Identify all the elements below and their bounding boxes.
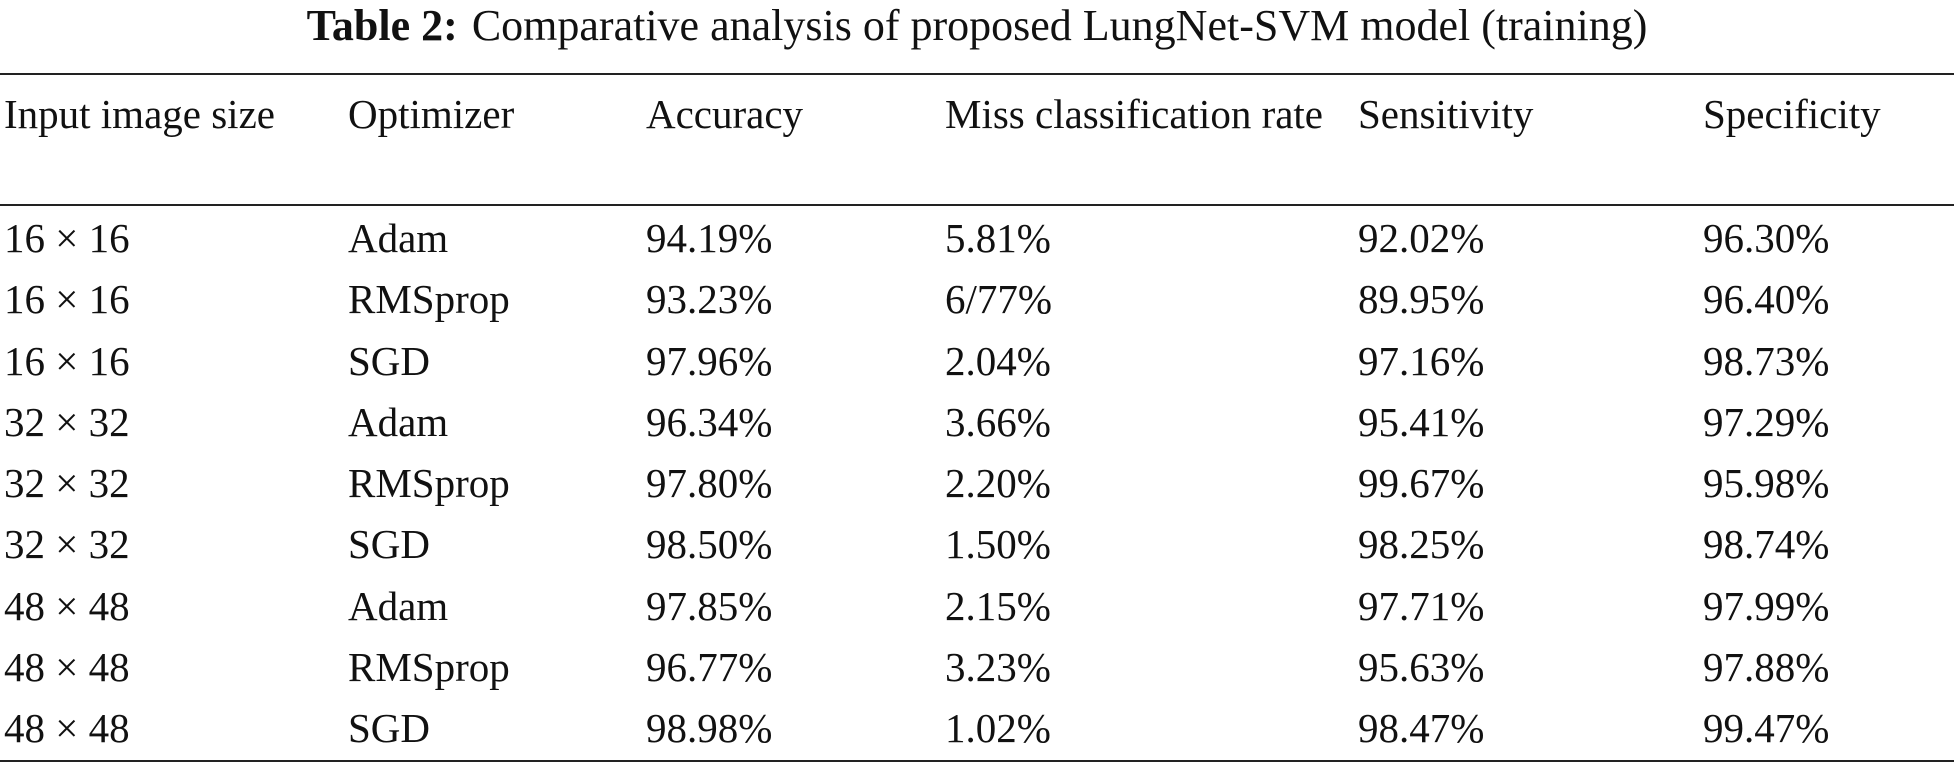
cell-accuracy: 98.98% xyxy=(646,705,773,752)
cell-accuracy: 96.34% xyxy=(646,398,773,445)
table-caption-text: Comparative analysis of proposed LungNet… xyxy=(471,1,1648,50)
cell-miss-classification-rate: 2.20% xyxy=(945,460,1051,507)
cell-specificity: 97.99% xyxy=(1703,582,1830,629)
cell-sensitivity: 89.95% xyxy=(1358,276,1485,323)
header-input-image-size: Input image size xyxy=(4,91,275,137)
cell-miss-classification-rate: 3.23% xyxy=(945,644,1051,691)
cell-miss-classification-rate: 3.66% xyxy=(945,398,1051,445)
cell-input-image-size: 48 × 48 xyxy=(4,644,130,691)
table-row: 16 × 16 SGD 97.96% 2.04% 97.16% 98.73% xyxy=(0,331,1954,392)
header-specificity: Specificity xyxy=(1703,91,1881,137)
cell-miss-classification-rate: 6/77% xyxy=(945,276,1053,323)
header-optimizer: Optimizer xyxy=(348,91,515,137)
cell-specificity: 95.98% xyxy=(1703,460,1830,507)
table-row: 48 × 48 RMSprop 96.77% 3.23% 95.63% 97.8… xyxy=(0,637,1954,698)
cell-specificity: 96.30% xyxy=(1703,215,1830,261)
table-caption: Table 2: Comparative analysis of proposed… xyxy=(0,0,1954,52)
cell-sensitivity: 95.63% xyxy=(1358,644,1485,691)
cell-accuracy: 93.23% xyxy=(646,276,773,323)
cell-sensitivity: 92.02% xyxy=(1358,215,1485,261)
cell-miss-classification-rate: 2.04% xyxy=(945,337,1051,384)
table-body: 16 × 16 Adam 94.19% 5.81% 92.02% 96.30% … xyxy=(0,206,1954,760)
cell-miss-classification-rate: 2.15% xyxy=(945,582,1051,629)
cell-optimizer: Adam xyxy=(348,215,449,261)
table-row: 48 × 48 Adam 97.85% 2.15% 97.71% 97.99% xyxy=(0,576,1954,637)
table-caption-label: Table 2: xyxy=(306,1,458,50)
header-miss-classification-rate: Miss classification rate xyxy=(945,91,1324,137)
cell-accuracy: 97.80% xyxy=(646,460,773,507)
header-accuracy: Accuracy xyxy=(646,91,804,137)
cell-optimizer: RMSprop xyxy=(348,460,510,507)
cell-sensitivity: 97.16% xyxy=(1358,337,1485,384)
cell-input-image-size: 32 × 32 xyxy=(4,460,130,507)
cell-input-image-size: 32 × 32 xyxy=(4,398,130,445)
cell-sensitivity: 97.71% xyxy=(1358,582,1485,629)
cell-input-image-size: 16 × 16 xyxy=(4,337,130,384)
cell-sensitivity: 98.25% xyxy=(1358,521,1485,568)
cell-input-image-size: 48 × 48 xyxy=(4,705,130,752)
cell-accuracy: 98.50% xyxy=(646,521,773,568)
cell-input-image-size: 48 × 48 xyxy=(4,582,130,629)
cell-accuracy: 96.77% xyxy=(646,644,773,691)
cell-optimizer: SGD xyxy=(348,705,431,752)
cell-input-image-size: 16 × 16 xyxy=(4,215,130,261)
header-sensitivity: Sensitivity xyxy=(1358,91,1534,137)
cell-optimizer: SGD xyxy=(348,521,431,568)
cell-input-image-size: 16 × 16 xyxy=(4,276,130,323)
cell-optimizer: Adam xyxy=(348,398,449,445)
cell-sensitivity: 98.47% xyxy=(1358,705,1485,752)
cell-specificity: 98.73% xyxy=(1703,337,1830,384)
cell-accuracy: 97.96% xyxy=(646,337,773,384)
table-row: 16 × 16 Adam 94.19% 5.81% 92.02% 96.30% xyxy=(0,208,1954,269)
table-row: 32 × 32 RMSprop 97.80% 2.20% 99.67% 95.9… xyxy=(0,453,1954,514)
cell-optimizer: RMSprop xyxy=(348,276,510,323)
cell-specificity: 99.47% xyxy=(1703,705,1830,752)
cell-input-image-size: 32 × 32 xyxy=(4,521,130,568)
cell-specificity: 98.74% xyxy=(1703,521,1830,568)
cell-miss-classification-rate: 5.81% xyxy=(945,215,1051,261)
table-row: 48 × 48 SGD 98.98% 1.02% 98.47% 99.47% xyxy=(0,698,1954,759)
table-row: 32 × 32 SGD 98.50% 1.50% 98.25% 98.74% xyxy=(0,514,1954,575)
table-row: 16 × 16 RMSprop 93.23% 6/77% 89.95% 96.4… xyxy=(0,269,1954,330)
table-header-row: Input image size Optimizer Accuracy Miss… xyxy=(0,75,1954,206)
cell-specificity: 97.29% xyxy=(1703,398,1830,445)
cell-miss-classification-rate: 1.50% xyxy=(945,521,1051,568)
cell-specificity: 96.40% xyxy=(1703,276,1830,323)
cell-optimizer: SGD xyxy=(348,337,431,384)
cell-accuracy: 94.19% xyxy=(646,215,773,261)
cell-optimizer: RMSprop xyxy=(348,644,510,691)
cell-accuracy: 97.85% xyxy=(646,582,773,629)
cell-miss-classification-rate: 1.02% xyxy=(945,705,1051,752)
table-row: 32 × 32 Adam 96.34% 3.66% 95.41% 97.29% xyxy=(0,392,1954,453)
cell-specificity: 97.88% xyxy=(1703,644,1830,691)
cell-sensitivity: 95.41% xyxy=(1358,398,1485,445)
cell-sensitivity: 99.67% xyxy=(1358,460,1485,507)
results-table: Input image size Optimizer Accuracy Miss… xyxy=(0,73,1954,762)
cell-optimizer: Adam xyxy=(348,582,449,629)
